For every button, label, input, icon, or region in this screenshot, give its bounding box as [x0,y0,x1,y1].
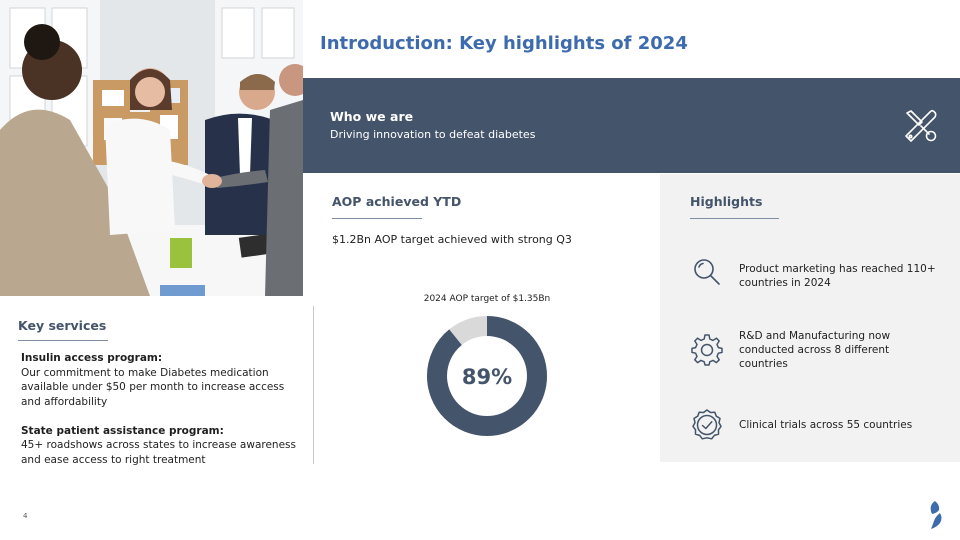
droplet-logo-icon [930,501,942,529]
donut-caption: 2024 AOP target of $1.35Bn [423,294,551,304]
highlights-panel [660,174,960,462]
who-we-are-subheading: Driving innovation to defeat diabetes [330,128,536,141]
page-title: Introduction: Key highlights of 2024 [320,33,688,54]
highlight-item-text: Product marketing has reached 110+ count… [739,263,936,289]
aop-heading-underline [332,218,422,219]
highlight-item-text: Clinical trials across 55 countries [739,419,913,431]
key-service-body: 45+ roadshows across states to increase … [21,439,296,466]
checkmark-badge-icon [692,409,722,440]
donut-center-label: 89% [462,365,512,389]
key-service-body: Our commitment to make Diabetes medicati… [21,366,285,408]
gear-icon [691,334,723,366]
key-services-underline [18,340,108,341]
aop-donut-chart: 89% [427,316,547,436]
who-we-are-banner: Who we are Driving innovation to defeat … [303,78,960,173]
page-number: 4 [23,512,28,520]
key-services-list: Insulin access program: Our commitment t… [21,351,296,482]
section-divider [313,306,314,464]
donut-achieved-arc [427,316,547,436]
aop-heading: AOP achieved YTD [332,194,462,209]
who-we-are-heading: Who we are [330,109,414,124]
highlights-underline [690,218,779,219]
key-service-item: Insulin access program: Our commitment t… [21,351,296,409]
tools-icon [905,109,937,142]
key-service-item: State patient assistance program: 45+ ro… [21,424,296,468]
key-services-heading: Key services [18,318,107,333]
team-handshake-photo [0,0,303,296]
highlights-heading: Highlights [690,194,763,209]
magnifier-icon [694,259,720,285]
key-service-title: Insulin access program: [21,352,163,364]
key-service-title: State patient assistance program: [21,424,224,437]
highlight-item-text: R&D and Manufacturing now conducted acro… [739,330,891,370]
aop-summary: $1.2Bn AOP target achieved with strong Q… [332,233,572,246]
